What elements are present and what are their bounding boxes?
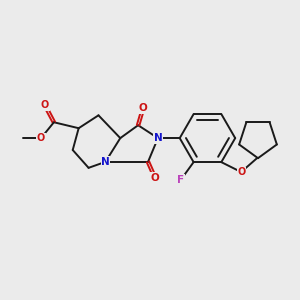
Text: O: O bbox=[237, 167, 245, 177]
Text: O: O bbox=[139, 103, 147, 113]
Text: O: O bbox=[37, 133, 45, 143]
Text: N: N bbox=[101, 157, 110, 167]
Text: F: F bbox=[177, 175, 184, 185]
Text: O: O bbox=[151, 173, 159, 183]
Text: N: N bbox=[154, 133, 162, 143]
Text: O: O bbox=[41, 100, 49, 110]
